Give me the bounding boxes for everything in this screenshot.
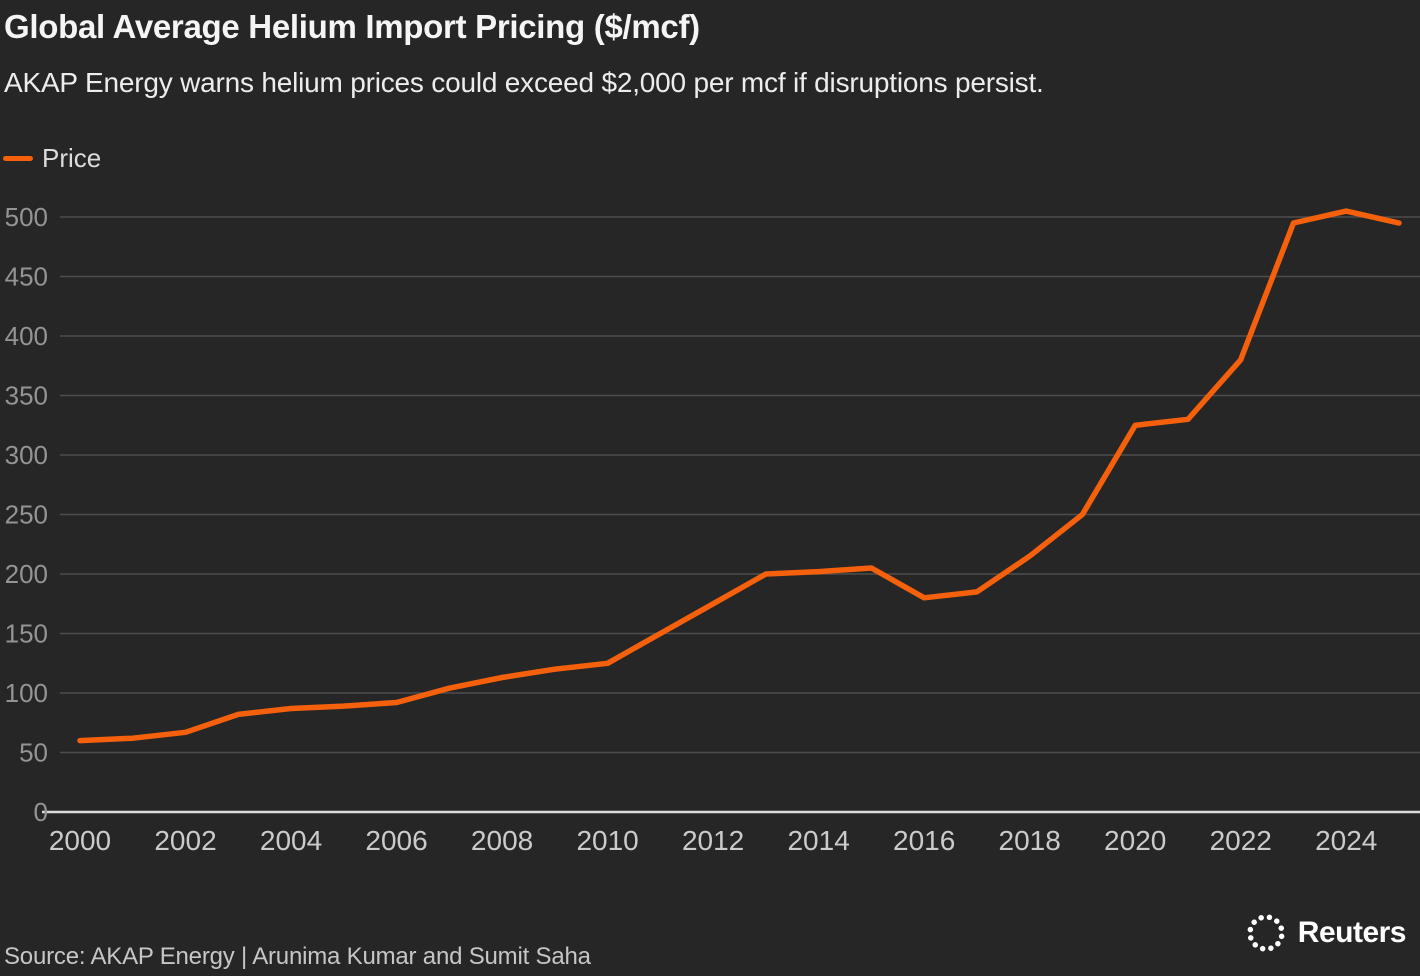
chart-legend: Price (3, 143, 101, 174)
x-tick-label: 2018 (999, 825, 1061, 856)
y-tick-label: 0 (34, 797, 48, 827)
y-tick-label: 200 (5, 559, 48, 589)
legend-line-swatch-icon (3, 156, 33, 161)
page-title: Global Average Helium Import Pricing ($/… (4, 8, 700, 45)
price-line (77, 208, 1402, 744)
x-tick-label: 2004 (260, 825, 322, 856)
x-tick-label: 2020 (1104, 825, 1166, 856)
x-tick-label: 2014 (787, 825, 849, 856)
y-tick-label: 150 (5, 619, 48, 649)
x-tick-label: 2022 (1210, 825, 1272, 856)
y-tick-label: 50 (19, 738, 48, 768)
x-tick-label: 2008 (471, 825, 533, 856)
reuters-wordmark: Reuters (1297, 916, 1407, 949)
source-attribution: Source: AKAP Energy | Arunima Kumar and … (4, 943, 591, 970)
y-tick-label: 300 (5, 440, 48, 470)
y-tick-label: 250 (5, 500, 48, 530)
x-tick-label: 2002 (154, 825, 216, 856)
x-tick-label: 2006 (365, 825, 427, 856)
y-tick-label: 350 (5, 381, 48, 411)
x-tick-label: 2016 (893, 825, 955, 856)
y-tick-label: 500 (5, 202, 48, 232)
y-tick-label: 100 (5, 678, 48, 708)
x-tick-label: 2000 (49, 825, 111, 856)
x-tick-label: 2010 (576, 825, 638, 856)
x-tick-label: 2024 (1315, 825, 1377, 856)
reuters-logo: Reuters (1243, 910, 1407, 956)
y-tick-label: 400 (5, 321, 48, 351)
page-subtitle: AKAP Energy warns helium prices could ex… (4, 67, 1044, 98)
legend-label: Price (42, 143, 102, 173)
y-tick-label: 450 (5, 262, 48, 292)
x-tick-label: 2012 (682, 825, 744, 856)
reuters-orbital-icon (1247, 914, 1285, 952)
